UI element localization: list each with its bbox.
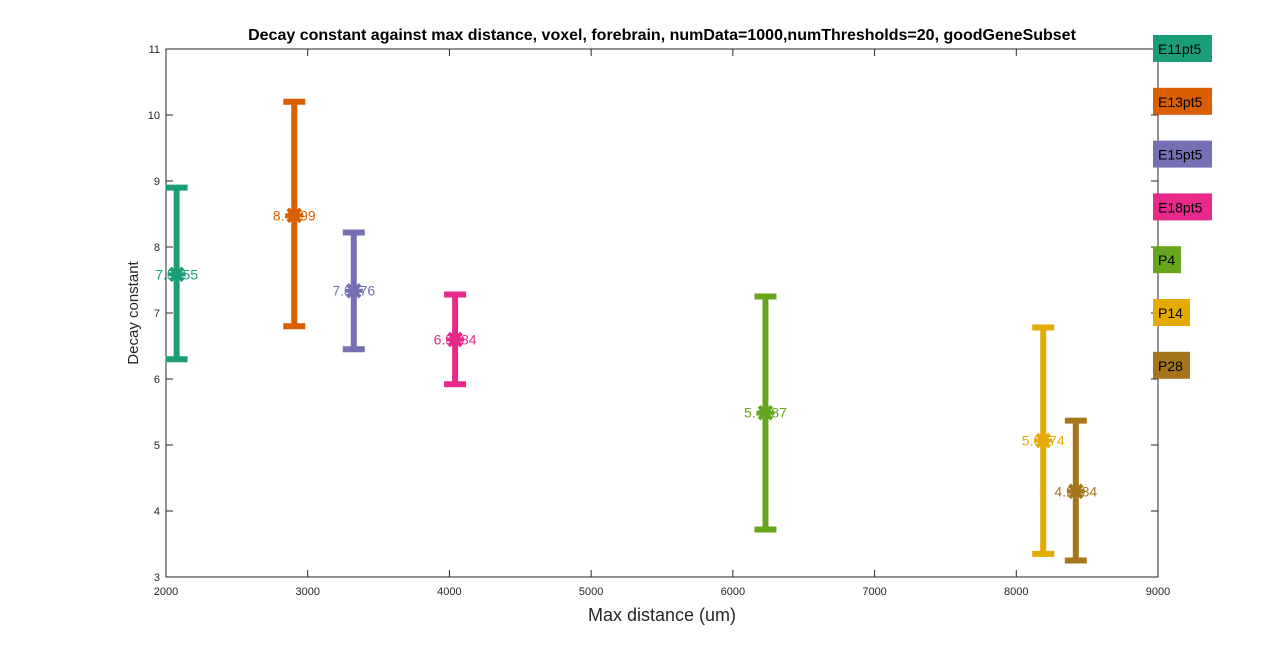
x-tick-label: 9000 — [1146, 586, 1170, 598]
series-E18pt5: 6.5984 — [434, 291, 477, 388]
series-P14: 5.0674 — [1022, 324, 1065, 557]
series-P28: 4.2984 — [1054, 417, 1097, 564]
legend: E11pt5 E13pt5 E15pt5 E18pt5 P4 P14 P28 — [1153, 35, 1212, 379]
axis-ticks: 2000 3000 4000 5000 6000 7000 8000 9000 3 4 5 6 7 8 9 1… — [148, 44, 1170, 598]
series-E13pt5: 8.4799 — [273, 98, 316, 330]
legend-swatch-P4 — [1153, 246, 1181, 274]
legend-swatch-E11pt5 — [1153, 35, 1212, 62]
y-tick-label: 7 — [154, 308, 160, 320]
data-point-center — [450, 334, 461, 345]
y-tick-label: 8 — [154, 242, 160, 254]
series-layer: 7.5855 8.4799 7.3376 6.5984 5.4887 5.0674 4.29… — [155, 98, 1097, 564]
legend-swatch-P28 — [1153, 351, 1190, 379]
legend-swatch-E13pt5 — [1153, 87, 1212, 115]
data-label: 5.4887 — [744, 405, 787, 421]
legend-swatch-E18pt5 — [1153, 193, 1212, 221]
x-tick-label: 5000 — [579, 586, 603, 598]
x-axis-label: Max distance (um) — [588, 605, 736, 625]
data-label: 7.5855 — [155, 266, 198, 282]
data-label: 6.5984 — [434, 332, 477, 348]
legend-label-P14: P14 — [1158, 305, 1183, 321]
x-tick-label: 8000 — [1004, 586, 1028, 598]
legend-label-P28: P28 — [1158, 358, 1183, 374]
data-point-center — [760, 407, 771, 418]
y-tick-label: 10 — [148, 110, 160, 122]
data-label: 8.4799 — [273, 207, 316, 223]
x-tick-label: 6000 — [721, 586, 745, 598]
data-point-center — [1070, 486, 1081, 497]
plot-area — [165, 48, 1159, 578]
chart-title: Decay constant against max distance, vox… — [248, 27, 1076, 44]
data-point-center — [1038, 435, 1049, 446]
y-axis-label: Decay constant — [125, 260, 142, 364]
y-tick-label: 6 — [154, 374, 160, 386]
x-tick-label: 2000 — [154, 586, 178, 598]
y-tick-label: 3 — [154, 572, 160, 584]
legend-label-E11pt5: E11pt5 — [1158, 41, 1202, 57]
series-P4: 5.4887 — [744, 293, 787, 533]
series-E11pt5: 7.5855 — [155, 184, 198, 363]
data-label: 4.2984 — [1054, 483, 1097, 499]
x-tick-label: 3000 — [295, 586, 319, 598]
y-tick-label: 5 — [154, 440, 160, 452]
data-label: 7.3376 — [332, 283, 375, 299]
legend-label-E18pt5: E18pt5 — [1158, 199, 1203, 215]
legend-swatch-E15pt5 — [1153, 140, 1212, 168]
data-label: 5.0674 — [1022, 433, 1065, 449]
series-E15pt5: 7.3376 — [332, 229, 375, 353]
data-point-center — [348, 285, 359, 296]
x-tick-label: 7000 — [862, 586, 886, 598]
data-point-center — [171, 269, 182, 280]
y-tick-label: 11 — [149, 44, 160, 56]
legend-label-P4: P4 — [1158, 252, 1175, 268]
y-tick-label: 4 — [154, 506, 160, 518]
data-point-center — [289, 210, 300, 221]
x-tick-label: 4000 — [437, 586, 461, 598]
y-tick-label: 9 — [154, 176, 160, 188]
legend-label-E15pt5: E15pt5 — [1158, 147, 1203, 163]
legend-label-E13pt5: E13pt5 — [1158, 94, 1203, 110]
legend-swatch-P14 — [1153, 299, 1190, 326]
